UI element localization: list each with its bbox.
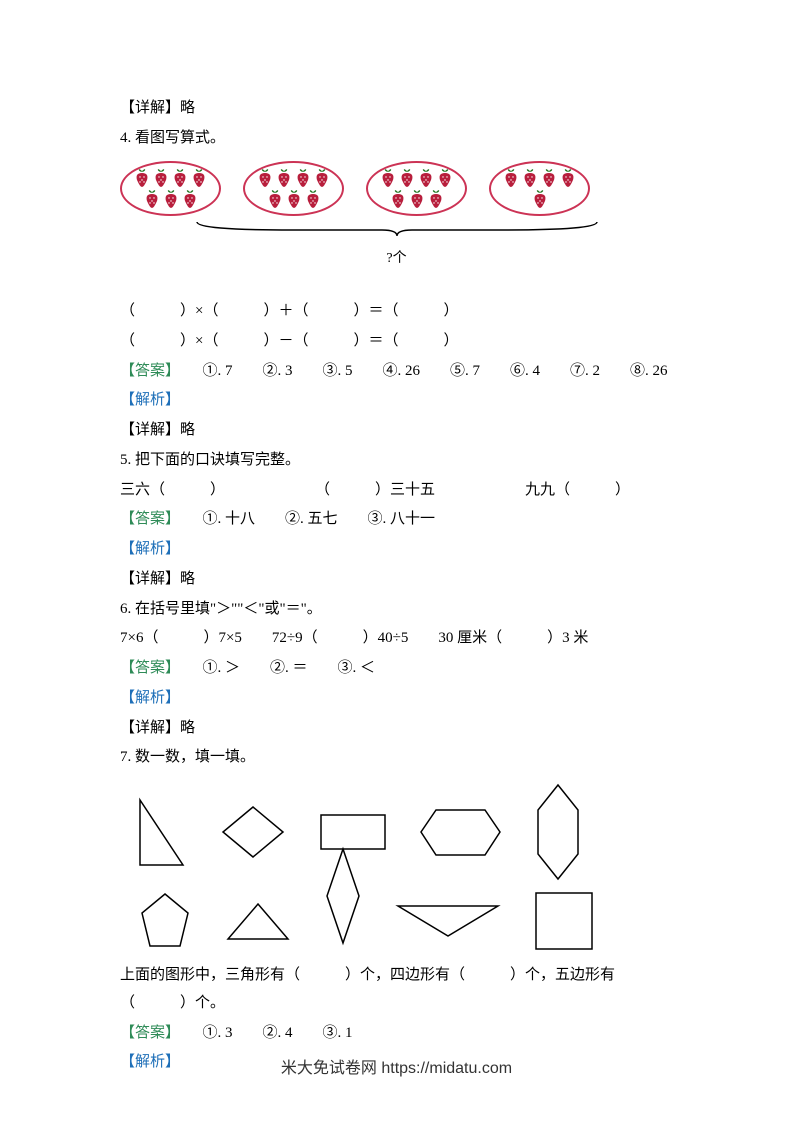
answer-label: 【答案】 <box>120 511 173 527</box>
q5-title: 5. 把下面的口诀填写完整。 <box>120 447 673 475</box>
q5-item-3: 九九（ ） <box>525 477 630 505</box>
q4-answer-text: ①. 7 ②. 3 ③. 5 ④. 26 ⑤. 7 ⑥. 4 ⑦. 2 ⑧. 2… <box>173 363 668 379</box>
shapes-row-1 <box>128 782 673 882</box>
q4-equation-2: （ ）×（ ）－（ ）＝（ ） <box>120 328 673 356</box>
answer-label: 【答案】 <box>120 363 173 379</box>
question-mark-label: ?个 <box>120 246 673 272</box>
q4-analysis-label: 【解析】 <box>120 387 673 415</box>
q5-item-1: 三六（ ） <box>120 477 225 505</box>
hexagon-tall-icon <box>533 782 583 882</box>
q6-answer: 【答案】 ①. ＞ ②. ＝ ③. ＜ <box>120 655 673 683</box>
narrow-diamond-icon <box>323 846 363 946</box>
oval-2 <box>243 161 344 216</box>
hexagon-wide-icon <box>418 805 503 860</box>
q6-title: 6. 在括号里填"＞""＜"或"＝"。 <box>120 596 673 624</box>
q4-detail: 【详解】略 <box>120 417 673 445</box>
q5-analysis-label: 【解析】 <box>120 536 673 564</box>
q6-answer-text: ①. ＞ ②. ＝ ③. ＜ <box>173 660 376 676</box>
square-icon <box>533 890 595 952</box>
shapes-row-2 <box>138 890 673 952</box>
q6-analysis-label: 【解析】 <box>120 685 673 713</box>
q6-items: 7×6（ ）7×5 72÷9（ ）40÷5 30 厘米（ ）3 米 <box>120 625 673 653</box>
oval-4 <box>489 161 590 216</box>
q7-answer-text: ①. 3 ②. 4 ③. 1 <box>173 1025 353 1041</box>
q5-answer-text: ①. 十八 ②. 五七 ③. 八十一 <box>173 511 436 527</box>
q5-detail: 【详解】略 <box>120 566 673 594</box>
q6-item-3: 30 厘米（ ）3 米 <box>438 625 588 653</box>
answer-label: 【答案】 <box>120 660 173 676</box>
oval-3 <box>366 161 467 216</box>
q7-question: 上面的图形中，三角形有（ ）个，四边形有（ ）个，五边形有（ ）个。 <box>120 962 673 1018</box>
q5-items: 三六（ ） （ ）三十五 九九（ ） <box>120 477 673 505</box>
curly-brace-icon <box>192 220 602 238</box>
q5-item-2: （ ）三十五 <box>315 477 435 505</box>
oval-1 <box>120 161 221 216</box>
q6-item-2: 72÷9（ ）40÷5 <box>272 625 408 653</box>
q5-answer: 【答案】 ①. 十八 ②. 五七 ③. 八十一 <box>120 506 673 534</box>
diamond-icon <box>218 802 288 862</box>
answer-label: 【答案】 <box>120 1025 173 1041</box>
detail-text: 【详解】略 <box>120 95 673 123</box>
right-triangle-icon <box>128 795 188 870</box>
q6-item-1: 7×6（ ）7×5 <box>120 625 242 653</box>
brace-container: ?个 <box>120 220 673 273</box>
footer-text: 米大免试卷网 https://midatu.com <box>0 1054 793 1084</box>
triangle-icon <box>223 899 293 944</box>
q7-answer: 【答案】 ①. 3 ②. 4 ③. 1 <box>120 1020 673 1048</box>
q4-equation-1: （ ）×（ ）＋（ ）＝（ ） <box>120 298 673 326</box>
q7-title: 7. 数一数，填一填。 <box>120 744 673 772</box>
q4-title: 4. 看图写算式。 <box>120 125 673 153</box>
pentagon-icon <box>138 891 193 951</box>
q4-answer: 【答案】 ①. 7 ②. 3 ③. 5 ④. 26 ⑤. 7 ⑥. 4 ⑦. 2… <box>120 358 673 386</box>
flat-triangle-icon <box>393 901 503 941</box>
q6-detail: 【详解】略 <box>120 715 673 743</box>
strawberry-groups <box>120 161 673 216</box>
